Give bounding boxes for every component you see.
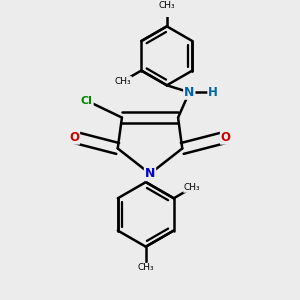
Text: CH₃: CH₃ (184, 183, 200, 192)
Text: Cl: Cl (81, 96, 93, 106)
Text: CH₃: CH₃ (115, 76, 131, 85)
Text: H: H (208, 86, 218, 99)
Text: O: O (221, 131, 231, 144)
Text: N: N (184, 86, 194, 99)
Text: CH₃: CH₃ (158, 1, 175, 10)
Text: N: N (145, 167, 155, 180)
Text: CH₃: CH₃ (137, 263, 154, 272)
Text: O: O (69, 131, 79, 144)
